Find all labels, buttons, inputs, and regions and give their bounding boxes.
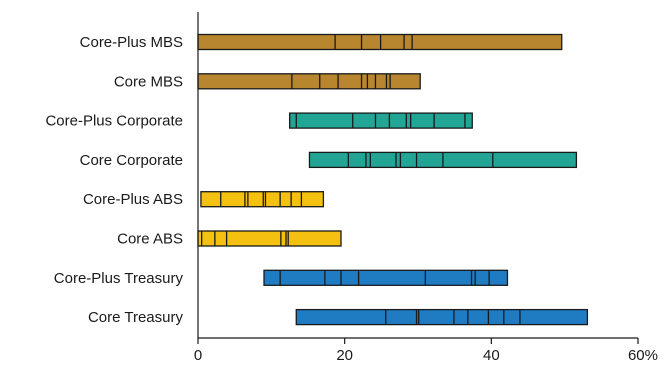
category-labels: Core-Plus MBS Core MBS Core-Plus Corporate… <box>45 34 183 326</box>
category-label-core-plus-corporate: Core-Plus Corporate <box>45 113 183 130</box>
range-bar-core-treasury <box>295 308 589 326</box>
bars <box>197 33 589 326</box>
range-bar-core-plus-abs <box>200 191 325 208</box>
category-label-core-treasury: Core Treasury <box>88 309 184 326</box>
category-label-core-plus-mbs: Core-Plus MBS <box>80 34 183 51</box>
category-label-core-mbs: Core MBS <box>114 73 183 90</box>
range-bar-core-plus-corporate <box>289 112 473 129</box>
axes: 0 20 40 60% <box>194 12 658 364</box>
x-tick-label-40: 40 <box>483 347 500 364</box>
category-label-core-plus-abs: Core-Plus ABS <box>83 191 183 208</box>
category-label-core-abs: Core ABS <box>117 231 183 248</box>
x-tick-label-60: 60% <box>628 347 658 364</box>
category-label-core-plus-treasury: Core-Plus Treasury <box>54 270 184 287</box>
category-label-core-corporate: Core Corporate <box>80 152 183 169</box>
x-tick-label-0: 0 <box>194 347 202 364</box>
range-bar-core-plus-mbs <box>197 33 563 51</box>
range-bar-core-abs <box>197 230 342 247</box>
x-tick-label-20: 20 <box>336 347 353 364</box>
